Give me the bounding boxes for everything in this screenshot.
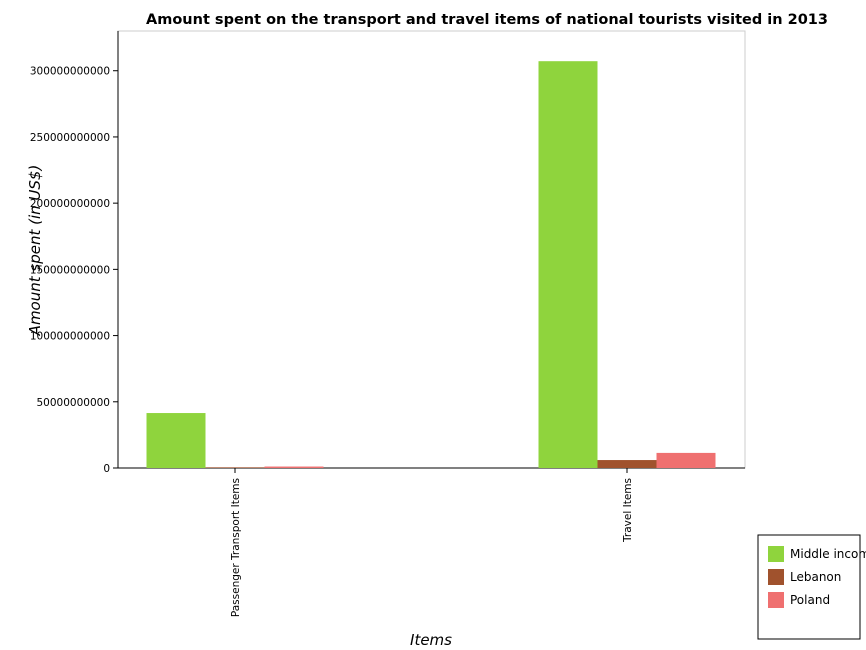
y-tick-label: 250000000000 <box>30 132 110 144</box>
plot-area <box>117 30 746 469</box>
y-axis-label: Amount spent (in US$) <box>26 165 44 337</box>
x-axis-label: Items <box>410 631 452 649</box>
x-axis: Passenger Transport Items Travel Items <box>118 467 745 617</box>
x-tick-label: Travel Items <box>622 478 634 543</box>
chart-title: Amount spent on the transport and travel… <box>146 12 828 28</box>
bar-lebanon-0 <box>205 467 265 468</box>
y-axis: 0 50000000000 100000000000 150000000000 2000… <box>30 31 119 475</box>
legend: Middle income Lebanon Poland <box>757 534 866 640</box>
legend-label: Middle income <box>790 547 866 561</box>
y-tick-label: 150000000000 <box>30 264 110 276</box>
y-tick-label: 300000000000 <box>30 66 110 78</box>
bar-middle-income-0 <box>146 413 206 468</box>
y-tick-label: 100000000000 <box>30 331 110 343</box>
bar-lebanon-1 <box>597 460 657 468</box>
bar-middle-income-1 <box>538 61 598 469</box>
legend-label: Lebanon <box>790 570 841 584</box>
x-tick-label: Passenger Transport Items <box>230 478 242 617</box>
legend-swatch <box>768 592 784 608</box>
legend-swatch <box>768 546 784 562</box>
y-tick-label: 200000000000 <box>30 198 110 210</box>
legend-label: Poland <box>790 593 830 607</box>
bar-poland-0 <box>264 466 324 468</box>
legend-swatch <box>768 569 784 585</box>
y-tick-label: 0 <box>103 463 110 475</box>
bars <box>146 61 716 469</box>
bar-poland-1 <box>656 452 716 468</box>
y-tick-label: 50000000000 <box>37 397 111 409</box>
